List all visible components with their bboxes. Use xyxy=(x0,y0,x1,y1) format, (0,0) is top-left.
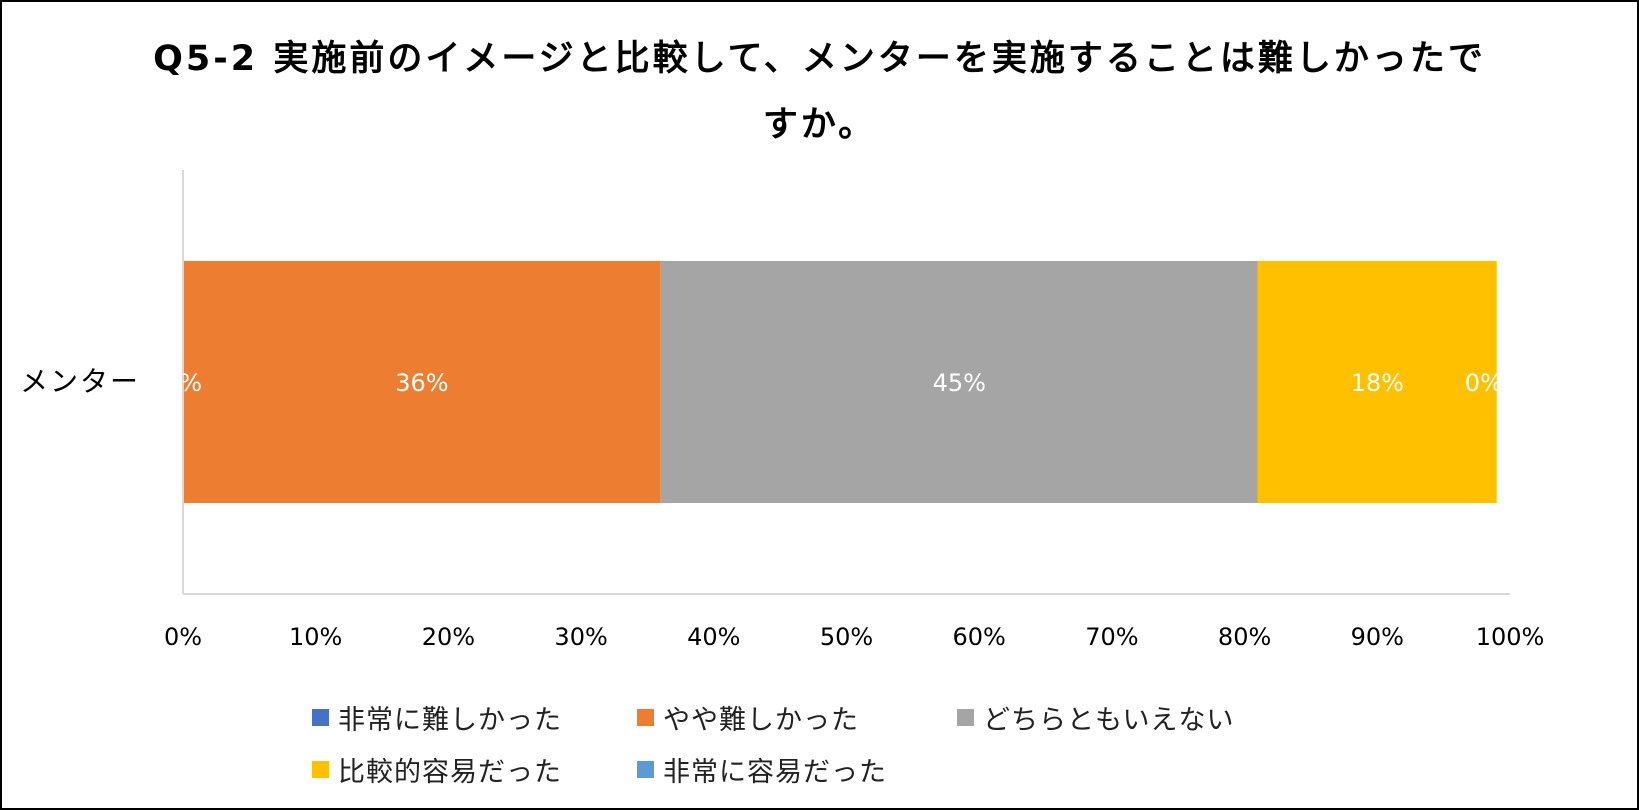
legend-item: やや難しかった xyxy=(637,699,859,736)
legend-row: 比較的容易だった 非常に容易だった xyxy=(312,751,1412,803)
legend-label: やや難しかった xyxy=(663,704,859,736)
data-label-1: 0% xyxy=(164,369,202,397)
x-tick-label: 80% xyxy=(1218,623,1271,651)
category-label: メンター xyxy=(20,365,140,398)
bar-segment-3 xyxy=(660,261,1258,503)
x-tick-label: 0% xyxy=(164,623,202,651)
legend-item: 非常に容易だった xyxy=(637,751,887,788)
legend-label: 比較的容易だった xyxy=(338,756,562,788)
legend-label: 非常に難しかった xyxy=(338,704,562,736)
legend-row: 非常に難しかった やや難しかった どちらともいえない xyxy=(312,699,1412,751)
legend-swatch xyxy=(312,708,329,726)
legend-item: 比較的容易だった xyxy=(312,751,562,788)
x-tick-label: 30% xyxy=(554,623,607,651)
data-label-4: 18% xyxy=(1351,369,1404,397)
legend-swatch xyxy=(637,708,654,726)
x-tick-label: 90% xyxy=(1351,623,1404,651)
data-label-2: 36% xyxy=(395,369,448,397)
bar-segment-2 xyxy=(183,261,661,503)
data-label-3: 45% xyxy=(933,369,986,397)
x-tick-label: 60% xyxy=(953,623,1006,651)
legend-label: どちらともいえない xyxy=(983,704,1235,736)
legend: 非常に難しかった やや難しかった どちらともいえない比較的容易だった 非常に容易だった xyxy=(312,699,1412,803)
data-label-5: 0% xyxy=(1465,369,1503,397)
x-tick-label: 70% xyxy=(1085,623,1138,651)
bar-segment-4 xyxy=(1257,261,1497,503)
x-tick-label: 50% xyxy=(820,623,873,651)
legend-label: 非常に容易だった xyxy=(663,756,887,788)
chart-title: Q5-2 実施前のイメージと比較して、メンターを実施することは難しかったですか。 xyxy=(153,39,1486,145)
legend-swatch xyxy=(957,708,974,726)
x-tick-label: 20% xyxy=(422,623,475,651)
legend-swatch xyxy=(312,760,329,778)
legend-item: どちらともいえない xyxy=(957,699,1235,736)
legend-item: 非常に難しかった xyxy=(312,699,562,736)
legend-swatch xyxy=(637,760,654,778)
x-tick-label: 10% xyxy=(289,623,342,651)
plot-area: 0% 36% 45% 18% 0% メンター 0% 10% 20% 30% 40% 50% 60% 70%… xyxy=(20,170,1545,651)
x-tick-label: 100% xyxy=(1476,623,1545,651)
x-tick-label: 40% xyxy=(687,623,740,651)
